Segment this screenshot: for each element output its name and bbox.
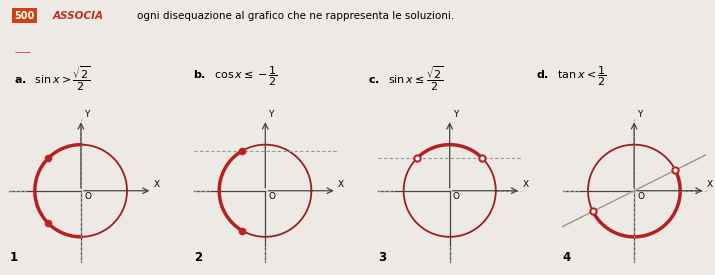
Text: O: O: [637, 192, 644, 201]
Text: 500: 500: [14, 11, 34, 21]
Text: 2: 2: [194, 251, 202, 263]
Text: 3: 3: [378, 251, 386, 263]
Text: Y: Y: [637, 110, 643, 119]
Text: X: X: [338, 180, 344, 189]
Text: ogni disequazione al grafico che ne rappresenta le soluzioni.: ogni disequazione al grafico che ne rapp…: [137, 11, 454, 21]
Text: X: X: [707, 180, 713, 189]
Text: O: O: [84, 192, 91, 201]
Text: ASSOCIA: ASSOCIA: [53, 11, 104, 21]
Text: O: O: [453, 192, 460, 201]
Text: $\mathbf{a.}$  $\sin x > \dfrac{\sqrt{2}}{2}$: $\mathbf{a.}$ $\sin x > \dfrac{\sqrt{2}}…: [14, 65, 91, 93]
Text: Y: Y: [269, 110, 274, 119]
Text: X: X: [523, 180, 528, 189]
Text: 1: 1: [9, 251, 18, 263]
Text: X: X: [154, 180, 160, 189]
Text: Y: Y: [453, 110, 458, 119]
Text: Y: Y: [84, 110, 89, 119]
Text: 4: 4: [563, 251, 571, 263]
Text: ——: ——: [14, 48, 31, 57]
Text: $\mathbf{c.}$  $\sin x \leq \dfrac{\sqrt{2}}{2}$: $\mathbf{c.}$ $\sin x \leq \dfrac{\sqrt{…: [368, 65, 444, 93]
Text: $\mathbf{d.}$  $\tan x < \dfrac{1}{2}$: $\mathbf{d.}$ $\tan x < \dfrac{1}{2}$: [536, 65, 607, 88]
Text: $\mathbf{b.}$  $\cos x \leq -\dfrac{1}{2}$: $\mathbf{b.}$ $\cos x \leq -\dfrac{1}{2}…: [193, 65, 277, 88]
Text: O: O: [269, 192, 275, 201]
